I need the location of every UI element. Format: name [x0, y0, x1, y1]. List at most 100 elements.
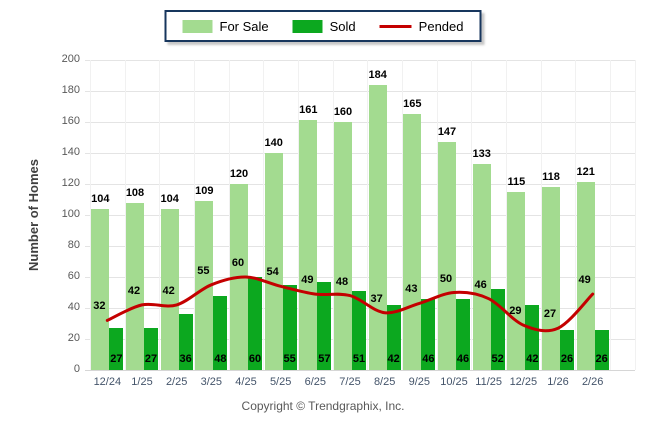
label-for-sale-1/26: 118 — [542, 171, 560, 184]
bar-for-sale-5/25 — [264, 153, 283, 370]
label-sold-8/25: 42 — [387, 353, 400, 365]
label-pended-9/25: 43 — [405, 283, 418, 296]
x-tick-label-2/25: 2/25 — [165, 376, 188, 388]
gridline-y-160 — [85, 122, 635, 123]
label-for-sale-5/25: 140 — [264, 137, 283, 149]
legend-label-pended: Pended — [418, 18, 464, 34]
label-pended-12/25: 29 — [509, 305, 522, 318]
gridline-x-5 — [263, 60, 265, 370]
bar-for-sale-11/25 — [472, 163, 491, 370]
x-tick-label-2/26: 2/26 — [581, 376, 604, 388]
legend: For Sale Sold Pended — [164, 10, 482, 42]
y-tick-label-60: 60 — [67, 270, 80, 282]
y-tick-label-160: 160 — [61, 115, 80, 127]
y-tick-label-80: 80 — [67, 239, 80, 251]
copyright-text: Copyright © Trendgraphix, Inc. — [241, 399, 405, 413]
gridline-y-140 — [85, 153, 635, 154]
x-tick-label-1/26: 1/26 — [547, 376, 569, 388]
gridline-x-12 — [506, 60, 507, 370]
bar-sold-1/25 — [144, 328, 158, 370]
gridline-y-120 — [85, 184, 635, 185]
bar-for-sale-12/25 — [507, 191, 526, 370]
x-tick-label-3/25: 3/25 — [200, 376, 223, 388]
y-tick-label-40: 40 — [67, 301, 80, 313]
legend-item-for-sale: For Sale — [182, 18, 269, 34]
label-sold-12/24: 27 — [110, 353, 123, 365]
bar-for-sale-6/25 — [299, 120, 318, 370]
gridline-y-80 — [85, 246, 635, 247]
label-for-sale-6/25: 161 — [299, 104, 318, 117]
y-tick-label-180: 180 — [61, 84, 80, 96]
label-for-sale-10/25: 147 — [437, 126, 457, 139]
label-sold-7/25: 51 — [352, 353, 366, 365]
label-pended-2/25: 42 — [162, 284, 175, 297]
x-tick-label-12/24: 12/24 — [93, 376, 122, 388]
gridline-x-10 — [436, 60, 438, 370]
bar-sold-2/26 — [594, 329, 609, 370]
x-tick-label-10/25: 10/25 — [440, 376, 468, 388]
label-pended-4/25: 60 — [231, 257, 245, 269]
label-for-sale-4/25: 120 — [229, 168, 249, 180]
y-tick-label-20: 20 — [67, 332, 80, 344]
label-for-sale-9/25: 165 — [403, 98, 422, 111]
gridline-x-9 — [402, 60, 403, 370]
y-tick-label-120: 120 — [61, 177, 80, 189]
x-tick-label-12/25: 12/25 — [509, 376, 538, 388]
x-tick-label-9/25: 9/25 — [408, 376, 431, 388]
x-tick-label-4/25: 4/25 — [235, 376, 257, 388]
legend-swatch-pended-line-icon — [379, 24, 412, 28]
gridline-x-13 — [540, 60, 542, 370]
label-pended-1/26: 27 — [543, 308, 557, 321]
legend-item-pended: Pended — [379, 18, 464, 34]
y-tick-label-200: 200 — [61, 53, 80, 65]
label-for-sale-1/25: 108 — [125, 186, 145, 199]
label-pended-7/25: 48 — [335, 275, 349, 288]
gridline-x-15 — [610, 60, 611, 370]
label-for-sale-3/25: 109 — [195, 185, 214, 198]
label-sold-4/25: 60 — [248, 353, 262, 365]
bar-for-sale-1/26 — [542, 187, 560, 370]
label-pended-6/25: 49 — [301, 274, 314, 287]
label-for-sale-11/25: 133 — [472, 147, 491, 160]
label-sold-10/25: 46 — [456, 353, 470, 365]
legend-label-for-sale: For Sale — [219, 18, 269, 34]
x-tick-label-7/25: 7/25 — [339, 376, 361, 388]
bar-for-sale-3/25 — [195, 201, 214, 370]
bar-for-sale-10/25 — [438, 142, 456, 370]
label-sold-11/25: 52 — [491, 353, 504, 365]
gridline-x-11 — [471, 60, 473, 370]
label-pended-5/25: 54 — [266, 266, 279, 279]
label-pended-10/25: 50 — [439, 272, 453, 285]
x-tick-label-1/25: 1/25 — [131, 376, 153, 388]
gridline-x-7 — [332, 60, 334, 370]
legend-swatch-sold — [292, 19, 323, 33]
gridline-x-right-edge — [635, 60, 636, 370]
y-tick-label-140: 140 — [61, 146, 80, 158]
gridline-y-100 — [85, 215, 635, 216]
y-tick-label-100: 100 — [61, 208, 80, 220]
gridline-x-1 — [124, 60, 126, 370]
gridline-x-0 — [90, 60, 91, 370]
label-sold-1/26: 26 — [560, 353, 574, 365]
bar-for-sale-8/25 — [368, 84, 387, 370]
gridline-y-180 — [85, 91, 635, 92]
label-for-sale-8/25: 184 — [368, 68, 387, 81]
label-sold-2/25: 36 — [179, 353, 192, 365]
gridline-x-8 — [367, 60, 369, 370]
x-tick-label-5/25: 5/25 — [269, 376, 292, 388]
label-pended-12/24: 32 — [93, 300, 106, 313]
x-tick-label-6/25: 6/25 — [304, 376, 327, 388]
label-for-sale-12/24: 104 — [91, 192, 110, 205]
gridline-y-200 — [85, 60, 635, 61]
legend-item-sold: Sold — [292, 18, 356, 34]
label-sold-9/25: 46 — [422, 353, 435, 365]
label-pended-8/25: 37 — [370, 292, 383, 305]
label-sold-2/26: 26 — [595, 353, 608, 365]
legend-label-sold: Sold — [329, 18, 356, 34]
gridline-y-0 — [85, 370, 635, 371]
label-for-sale-2/26: 121 — [576, 166, 595, 179]
x-tick-label-11/25: 11/25 — [475, 376, 503, 388]
label-pended-1/25: 42 — [127, 284, 141, 297]
label-pended-11/25: 46 — [474, 278, 487, 291]
gridline-x-6 — [298, 60, 299, 370]
